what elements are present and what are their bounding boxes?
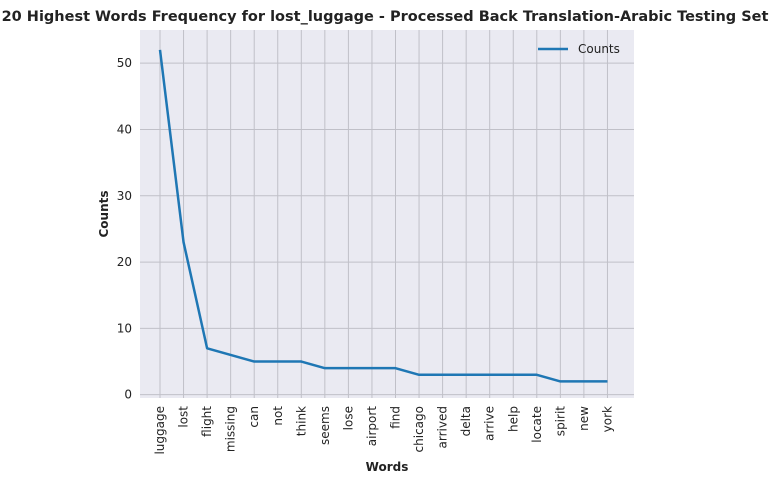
x-tick-label-help: help xyxy=(506,406,520,432)
legend: Counts xyxy=(538,42,620,56)
x-tick-label-arrive: arrive xyxy=(483,406,497,441)
grid-lines xyxy=(140,30,634,398)
x-tick-label-locate: locate xyxy=(530,406,544,443)
x-tick-label-flight: flight xyxy=(200,406,214,437)
x-tick-label-seems: seems xyxy=(318,406,332,445)
y-tick-label-0: 0 xyxy=(124,388,132,402)
x-tick-label-spirit: spirit xyxy=(553,406,567,436)
plot-area xyxy=(140,30,634,398)
x-tick-label-airport: airport xyxy=(365,406,379,447)
x-tick-label-chicago: chicago xyxy=(412,406,426,452)
x-tick-label-think: think xyxy=(294,406,308,436)
y-tick-label-50: 50 xyxy=(117,56,132,70)
y-axis-ticks: 0 10 20 30 40 50 xyxy=(117,56,132,402)
chart-title: 20 Highest Words Frequency for lost_lugg… xyxy=(2,9,769,25)
x-tick-label-york: york xyxy=(600,406,614,432)
x-tick-label-lose: lose xyxy=(341,406,355,430)
series-line-counts xyxy=(158,49,608,383)
y-tick-label-10: 10 xyxy=(117,321,132,335)
x-axis-ticks: luggage lost flight missing can not think seems… xyxy=(153,406,614,455)
x-tick-label-new: new xyxy=(577,406,591,431)
x-tick-label-delta: delta xyxy=(459,406,473,436)
x-tick-label-find: find xyxy=(389,406,403,429)
y-axis-label: Counts xyxy=(97,190,111,237)
y-tick-label-20: 20 xyxy=(117,255,132,269)
y-tick-label-30: 30 xyxy=(117,189,132,203)
x-tick-label-arrived: arrived xyxy=(436,406,450,448)
x-tick-label-can: can xyxy=(247,406,261,428)
x-tick-label-lost: lost xyxy=(177,406,191,428)
x-tick-label-not: not xyxy=(271,406,285,426)
x-tick-label-missing: missing xyxy=(224,406,238,452)
x-axis-label: Words xyxy=(366,460,409,474)
legend-label-counts: Counts xyxy=(578,42,620,56)
y-tick-label-40: 40 xyxy=(117,122,132,136)
x-tick-label-luggage: luggage xyxy=(153,406,167,455)
